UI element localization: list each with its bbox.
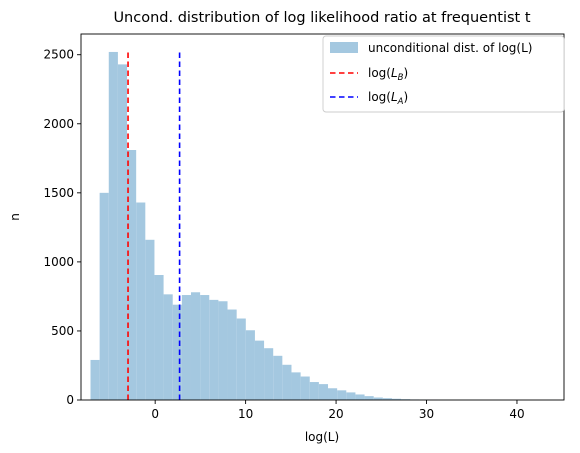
x-tick-label: 0 — [151, 407, 159, 421]
histogram-bar — [127, 150, 137, 400]
histogram-bar — [245, 330, 255, 400]
histogram-bar — [218, 301, 228, 400]
y-tick-label: 500 — [51, 324, 74, 338]
histogram-bar — [282, 364, 292, 400]
y-tick-label: 1500 — [43, 186, 74, 200]
y-tick-label: 2000 — [43, 117, 74, 131]
histogram-bar — [236, 318, 246, 400]
x-axis-ticks: 0 10 20 30 40 — [151, 400, 525, 421]
histogram-bar — [209, 299, 219, 400]
legend-label-histogram: unconditional dist. of log(L) — [368, 41, 532, 55]
y-tick-label: 1000 — [43, 255, 74, 269]
histogram-bar — [172, 304, 182, 400]
x-tick-label: 30 — [419, 407, 434, 421]
histogram-bar — [337, 390, 347, 400]
histogram-bar — [309, 382, 319, 400]
histogram-bar — [181, 295, 191, 400]
legend-entry-histogram: unconditional dist. of log(L) — [330, 41, 532, 55]
histogram-bar — [382, 398, 392, 400]
histogram-bar — [273, 355, 283, 400]
histogram-bar — [300, 376, 310, 400]
histogram-bar — [108, 51, 118, 401]
histogram-bar — [136, 202, 146, 400]
y-tick-label: 2500 — [43, 48, 74, 62]
histogram-bar — [227, 309, 237, 400]
histogram-bar — [391, 398, 402, 400]
legend-box — [322, 35, 565, 113]
reference-lines — [127, 51, 181, 400]
y-tick-label: 0 — [66, 393, 74, 407]
histogram-bar — [254, 340, 265, 400]
legend-entry-la: log(LA) — [330, 90, 408, 107]
histogram-bar — [90, 359, 100, 400]
legend-entry-lb: log(LB) — [330, 66, 408, 83]
legend-label-lb: log(LB) — [368, 66, 408, 83]
histogram-bar — [190, 292, 201, 400]
histogram-bar — [200, 295, 210, 400]
histogram-bar — [117, 64, 128, 401]
legend-label-la: log(LA) — [368, 90, 408, 107]
histogram-bar — [99, 192, 109, 400]
x-tick-label: 40 — [509, 407, 524, 421]
histogram-bar — [318, 384, 329, 400]
legend: unconditional dist. of log(L) log(LB) lo… — [322, 35, 565, 113]
histogram-bar — [328, 388, 338, 400]
histogram-bar — [364, 396, 374, 400]
histogram-bars — [90, 51, 557, 401]
histogram-bar — [163, 294, 173, 400]
histogram-bar — [373, 397, 383, 400]
axes-frame — [80, 33, 565, 401]
histogram-bar — [355, 394, 365, 400]
y-axis-label: n — [8, 213, 22, 221]
chart-title: Uncond. distribution of log likelihood r… — [113, 10, 530, 26]
x-tick-label: 10 — [238, 407, 253, 421]
x-tick-label: 20 — [328, 407, 343, 421]
y-axis-ticks: 0 500 1000 1500 2000 2500 — [43, 48, 81, 407]
x-axis-label: log(L) — [305, 430, 339, 444]
histogram-bar — [154, 275, 164, 400]
histogram-bar — [346, 392, 356, 400]
histogram-bar — [145, 239, 155, 400]
histogram-bar — [291, 372, 301, 400]
legend-patch-histogram — [330, 42, 358, 53]
histogram-bar — [264, 348, 274, 400]
